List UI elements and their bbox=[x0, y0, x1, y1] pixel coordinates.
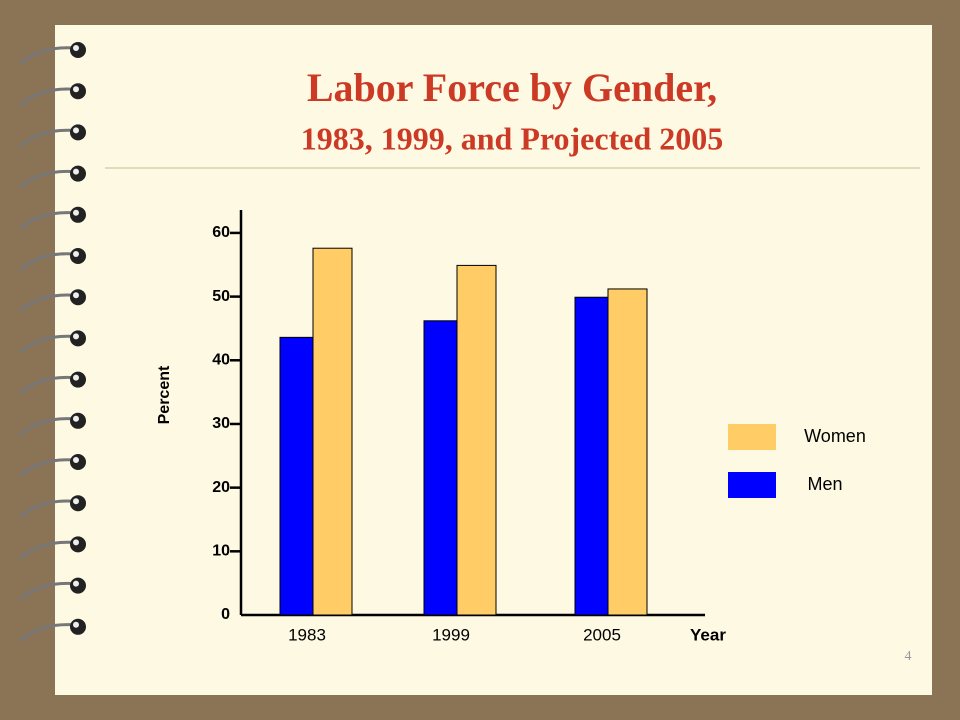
x-tick-label: 1999 bbox=[432, 625, 470, 644]
chart-title: Labor Force by Gender, bbox=[307, 65, 717, 110]
y-tick-label: 60 bbox=[212, 224, 230, 241]
ring-hole-shine bbox=[73, 45, 79, 51]
ring-hole-shine bbox=[73, 251, 79, 257]
legend-label: Women bbox=[804, 426, 866, 446]
y-tick-label: 0 bbox=[221, 606, 230, 623]
ring-hole-shine bbox=[73, 498, 79, 505]
chart-subtitle: 1983, 1999, and Projected 2005 bbox=[301, 120, 723, 156]
ring-hole-shine bbox=[73, 127, 79, 134]
ring-wire bbox=[18, 499, 75, 519]
bar bbox=[312, 247, 353, 616]
x-axis-label: Year bbox=[690, 625, 726, 644]
ring-hole-shine bbox=[73, 415, 79, 422]
bar bbox=[456, 264, 497, 616]
legend-swatch bbox=[728, 472, 776, 498]
ring-hole-shine bbox=[73, 457, 79, 463]
x-tick-label: 1983 bbox=[288, 625, 326, 644]
ring-hole-shine bbox=[73, 86, 79, 93]
ring-wire bbox=[18, 211, 75, 230]
spiral-binding bbox=[18, 42, 86, 642]
y-tick-label: 30 bbox=[212, 415, 230, 432]
ring-hole-shine bbox=[73, 292, 79, 299]
ring-wire bbox=[18, 128, 75, 148]
ring-hole-shine bbox=[73, 333, 79, 340]
ring-wire bbox=[18, 46, 75, 66]
ring-wire bbox=[18, 293, 75, 313]
ring-wire bbox=[18, 458, 75, 478]
ring-wire bbox=[18, 252, 75, 272]
ring-wire bbox=[18, 417, 75, 436]
ring-wire bbox=[18, 581, 75, 601]
legend-label: Men bbox=[807, 474, 842, 494]
x-tick-label: 2005 bbox=[583, 625, 621, 644]
bar bbox=[574, 296, 609, 616]
ring-wire bbox=[18, 87, 75, 107]
ring-wire bbox=[18, 169, 75, 189]
y-tick-label: 10 bbox=[212, 543, 230, 560]
bar bbox=[279, 336, 314, 616]
y-tick-label: 20 bbox=[212, 479, 230, 496]
y-axis-label: Percent bbox=[156, 365, 173, 424]
legend-swatch bbox=[728, 424, 776, 450]
y-tick-label: 40 bbox=[212, 352, 230, 369]
y-tick-label: 50 bbox=[212, 288, 230, 305]
ring-hole-shine bbox=[73, 539, 79, 546]
page-number: 4 bbox=[905, 649, 912, 664]
ring-wire bbox=[18, 334, 75, 354]
ring-hole-shine bbox=[73, 209, 79, 216]
ring-wire bbox=[18, 623, 75, 642]
ring-wire bbox=[18, 375, 75, 395]
ring-hole-shine bbox=[73, 374, 79, 381]
ring-hole-shine bbox=[73, 580, 79, 587]
ring-hole-shine bbox=[73, 621, 79, 628]
bar bbox=[423, 320, 458, 616]
bar bbox=[607, 288, 648, 616]
ring-hole-shine bbox=[73, 168, 79, 175]
ring-wire bbox=[18, 540, 75, 560]
